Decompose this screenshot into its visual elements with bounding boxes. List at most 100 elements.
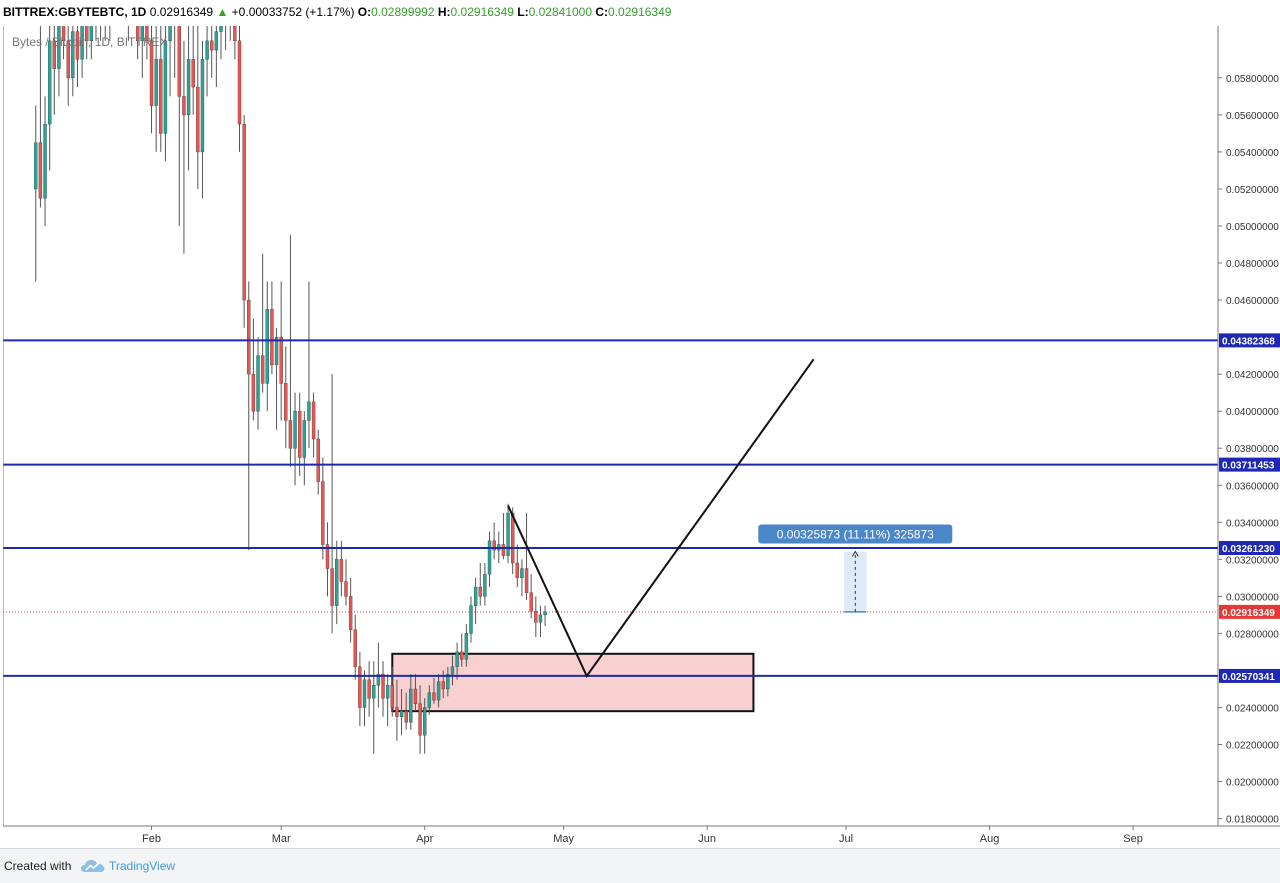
chart-watermark: Bytes / Bitcoin, 1D, BITTREX	[12, 35, 168, 49]
last-price: 0.02916349	[149, 5, 214, 19]
candle	[487, 531, 492, 588]
low-label: L:	[517, 5, 529, 19]
candle	[450, 655, 455, 686]
close-label: C:	[595, 5, 609, 19]
candle	[225, 26, 227, 51]
candle-body	[492, 540, 496, 551]
candle	[358, 651, 362, 726]
candle-body	[478, 586, 482, 597]
candle-body	[404, 710, 408, 723]
candle-body	[66, 40, 70, 79]
candle-body	[75, 31, 80, 60]
candle	[534, 596, 538, 638]
candle	[524, 513, 529, 601]
candle-body	[140, 26, 144, 42]
measure-label-box	[758, 524, 953, 544]
tradingview-cloud-icon[interactable]	[80, 858, 106, 879]
y-tick-label: 0.03400000	[1226, 518, 1279, 529]
change-arrow-icon: ▲	[216, 5, 229, 19]
measure-label: 0.00325873 (11.11%) 325873	[777, 528, 934, 542]
candle	[205, 26, 209, 97]
high-label: H:	[437, 5, 451, 19]
y-tick-label: 0.02200000	[1226, 741, 1279, 752]
candle-body	[182, 96, 186, 116]
candle	[501, 513, 506, 560]
candle	[279, 281, 283, 421]
candle	[237, 26, 242, 152]
candle	[140, 26, 144, 78]
candle	[168, 26, 172, 97]
candle	[469, 596, 473, 643]
created-with-label: Created with	[4, 859, 72, 873]
candle	[43, 96, 47, 226]
high-value: 0.02916349	[450, 5, 514, 19]
candle-body	[524, 568, 529, 593]
y-tick-label: 0.05000000	[1226, 222, 1279, 233]
candle-body	[61, 26, 66, 42]
candle-body	[260, 355, 265, 384]
candle-body	[436, 681, 441, 701]
candle-body	[205, 40, 209, 60]
horizontal-lines-layer: 0.04382368 0.03711453 0.03261230 0.02570341…	[3, 333, 1280, 683]
candle-body	[149, 40, 154, 106]
y-tick-label: 0.05600000	[1226, 111, 1279, 122]
y-tick-label: 0.05200000	[1226, 185, 1279, 196]
candle-body	[390, 685, 394, 708]
candle-body	[288, 420, 293, 449]
candle-body	[455, 651, 459, 667]
level-price-label: 0.03261230	[1222, 544, 1275, 555]
candle-body	[423, 707, 427, 736]
candle	[464, 624, 469, 667]
candle-body	[219, 26, 223, 32]
candle-body	[177, 26, 182, 97]
candle	[520, 559, 524, 597]
candle	[506, 503, 510, 564]
candle-body	[460, 651, 464, 660]
candle	[57, 26, 61, 97]
candle-body	[372, 685, 376, 699]
candle	[529, 574, 533, 619]
candle	[38, 26, 43, 208]
candle-body	[348, 596, 353, 630]
candle-body	[353, 629, 357, 667]
level-price-tag	[1219, 457, 1280, 472]
candle	[127, 26, 129, 41]
candle	[135, 26, 140, 60]
candle	[80, 26, 84, 78]
candle	[85, 26, 89, 60]
level-price-label: 0.02570341	[1222, 672, 1275, 683]
candle	[543, 605, 547, 626]
x-tick-label: May	[553, 833, 574, 845]
candle	[325, 522, 330, 597]
projection-path[interactable]	[507, 358, 815, 678]
candle	[242, 114, 246, 328]
candle	[330, 374, 334, 634]
candle	[251, 318, 256, 421]
low-value: 0.02841000	[528, 5, 593, 19]
x-tick-label: Aug	[980, 833, 1000, 845]
candle	[71, 26, 75, 97]
candle	[229, 26, 231, 41]
candle	[270, 281, 274, 375]
candle	[174, 26, 176, 78]
candle-body	[358, 666, 362, 708]
candle	[154, 26, 158, 152]
candle-body	[242, 123, 246, 301]
candle-body	[510, 512, 515, 564]
symbol-name[interactable]: BITTREX:GBYTEBTC, 1D	[3, 5, 147, 19]
candle	[510, 507, 515, 575]
candle	[413, 674, 418, 712]
price-change: +0.00033752 (+1.17%)	[231, 5, 355, 19]
candle-body	[487, 540, 492, 575]
y-tick-label: 0.03200000	[1226, 555, 1279, 566]
candle	[302, 411, 307, 486]
candle-body	[339, 559, 344, 582]
candle	[52, 26, 56, 115]
candle-body	[265, 309, 269, 384]
y-tick-label: 0.01800000	[1226, 815, 1279, 826]
y-tick-label: 0.02800000	[1226, 629, 1279, 640]
tradingview-brand[interactable]: TradingView	[109, 859, 176, 873]
candlestick-chart[interactable]: 0.04382368 0.03711453 0.03261230 0.02570341…	[3, 26, 1280, 848]
candle	[284, 346, 288, 449]
candle-body	[247, 299, 251, 375]
